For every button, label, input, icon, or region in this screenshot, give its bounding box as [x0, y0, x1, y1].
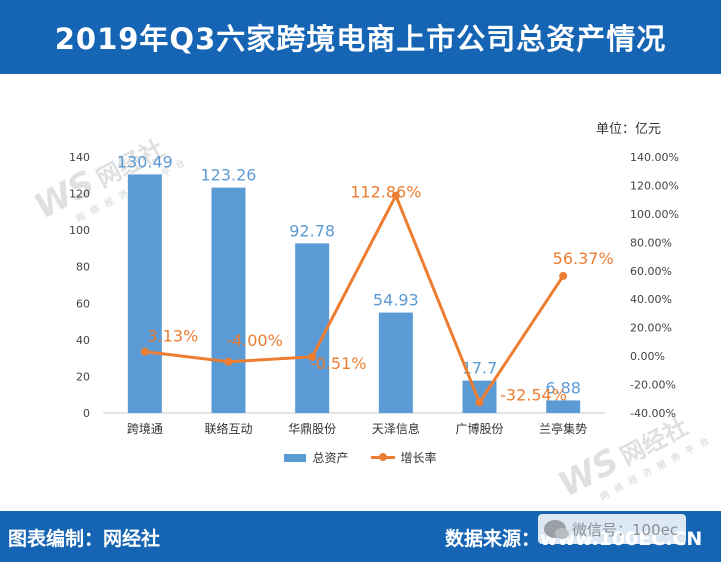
y-right-tick-label: 100.00% [630, 208, 679, 221]
growth-point [475, 398, 484, 407]
y-right-tick-label: 0.00% [630, 350, 665, 363]
growth-point [559, 271, 568, 280]
x-tick-label: 天泽信息 [372, 421, 420, 436]
bar [127, 174, 162, 413]
bar [546, 400, 581, 413]
legend-item-assets: 总资产 [284, 449, 349, 466]
growth-value-label: 112.86% [350, 183, 421, 202]
footer-credit: 图表编制：网经社 [8, 528, 161, 550]
growth-value-label: 56.37% [553, 249, 614, 268]
growth-value-label: -4.00% [226, 331, 283, 350]
y-left-tick-label: 20 [76, 370, 90, 383]
bar [211, 187, 246, 413]
y-right-tick-label: 80.00% [630, 236, 672, 249]
title-banner: 2019年Q3六家跨境电商上市公司总资产情况 [0, 0, 721, 74]
bar-value-label: 123.26 [201, 166, 257, 185]
growth-point [308, 352, 317, 361]
y-left-tick-label: 120 [69, 188, 90, 201]
x-tick-label: 联络互动 [204, 421, 252, 436]
growth-point [224, 357, 233, 366]
y-left-tick-label: 40 [76, 334, 90, 347]
y-left-tick-label: 140 [69, 151, 90, 164]
unit-label: 单位：亿元 [596, 122, 662, 137]
bar-value-label: 6.88 [545, 378, 581, 397]
growth-line [144, 192, 565, 406]
legend-item-growth: 增长率 [370, 449, 437, 466]
bar [378, 312, 413, 413]
chart-title: 2019年Q3六家跨境电商上市公司总资产情况 [54, 22, 667, 56]
growth-value-label: 3.13% [147, 327, 198, 346]
y-right-tick-label: 60.00% [630, 265, 672, 278]
bar-value-label: 17.7 [462, 359, 498, 378]
bar-value-label: 54.93 [373, 291, 419, 310]
y-left-tick-label: 60 [76, 297, 90, 310]
chart-legend: 总资产 增长率 [0, 449, 721, 466]
y-right-tick-label: 140.00% [630, 151, 679, 164]
y-left-tick-label: 80 [76, 261, 90, 274]
wechat-id: 微信号：100ec [572, 520, 679, 539]
x-tick-label: 华鼎股份 [288, 422, 336, 436]
y-right-tick-label: -40.00% [630, 407, 676, 420]
y-left-tick-label: 0 [83, 407, 90, 420]
x-tick-label: 广博股份 [455, 421, 503, 436]
y-right-tick-label: 20.00% [630, 322, 672, 335]
bar [295, 243, 330, 413]
x-tick-label: 跨境通 [127, 421, 163, 436]
growth-point [391, 191, 400, 200]
growth-value-label: -32.54% [500, 385, 567, 404]
legend-label-assets: 总资产 [312, 451, 349, 465]
legend-swatch-line [370, 453, 395, 461]
growth-value-label: -0.51% [310, 354, 367, 373]
legend-label-growth: 增长率 [400, 451, 437, 465]
bar-value-label: 130.49 [117, 152, 173, 171]
y-left-tick-label: 100 [69, 224, 90, 237]
growth-point [140, 347, 149, 356]
y-right-tick-label: 40.00% [630, 293, 672, 306]
legend-swatch-bar [284, 453, 307, 462]
y-right-tick-label: -20.00% [630, 379, 676, 392]
y-right-tick-label: 120.00% [630, 179, 679, 192]
x-tick-label: 兰亭集势 [539, 421, 587, 436]
wechat-icon [544, 520, 569, 539]
bar-value-label: 92.78 [289, 221, 335, 240]
wechat-badge: 微信号：100ec [538, 514, 687, 544]
